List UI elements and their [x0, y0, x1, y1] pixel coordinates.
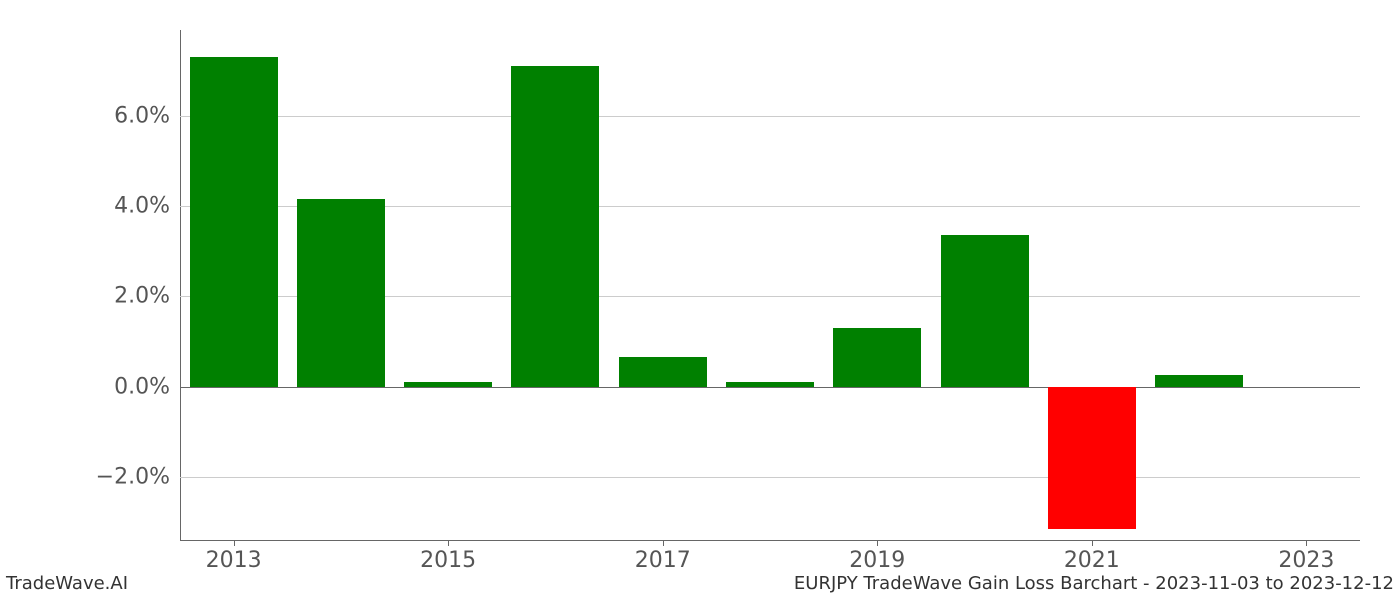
bar-2021 — [1048, 387, 1136, 529]
bar-2017 — [619, 357, 707, 386]
gridline — [180, 116, 1360, 117]
plot-area — [180, 30, 1360, 540]
bar-2018 — [726, 382, 814, 387]
ytick-label: −2.0% — [96, 464, 170, 489]
ytick-label: 6.0% — [114, 103, 170, 128]
xtick-mark — [448, 540, 449, 546]
xtick-mark — [234, 540, 235, 546]
xtick-mark — [1306, 540, 1307, 546]
bar-2020 — [941, 235, 1029, 386]
gridline — [180, 477, 1360, 478]
xtick-label: 2019 — [849, 548, 905, 573]
bar-2015 — [404, 382, 492, 387]
ytick-label: 0.0% — [114, 374, 170, 399]
xtick-label: 2013 — [206, 548, 262, 573]
zero-line — [180, 387, 1360, 388]
xtick-mark — [663, 540, 664, 546]
xtick-label: 2021 — [1064, 548, 1120, 573]
xtick-label: 2017 — [635, 548, 691, 573]
xtick-mark — [877, 540, 878, 546]
bar-2019 — [833, 328, 921, 387]
xtick-label: 2015 — [420, 548, 476, 573]
bar-2013 — [190, 57, 278, 386]
footer-title: EURJPY TradeWave Gain Loss Barchart - 20… — [794, 573, 1394, 594]
xtick-mark — [1092, 540, 1093, 546]
footer-brand: TradeWave.AI — [6, 573, 128, 594]
xtick-label: 2023 — [1278, 548, 1334, 573]
ytick-label: 4.0% — [114, 194, 170, 219]
gain-loss-barchart — [180, 30, 1360, 540]
bar-2016 — [511, 66, 599, 386]
x-axis-spine — [180, 540, 1360, 541]
ytick-label: 2.0% — [114, 284, 170, 309]
bar-2022 — [1155, 375, 1243, 386]
bar-2014 — [297, 199, 385, 386]
